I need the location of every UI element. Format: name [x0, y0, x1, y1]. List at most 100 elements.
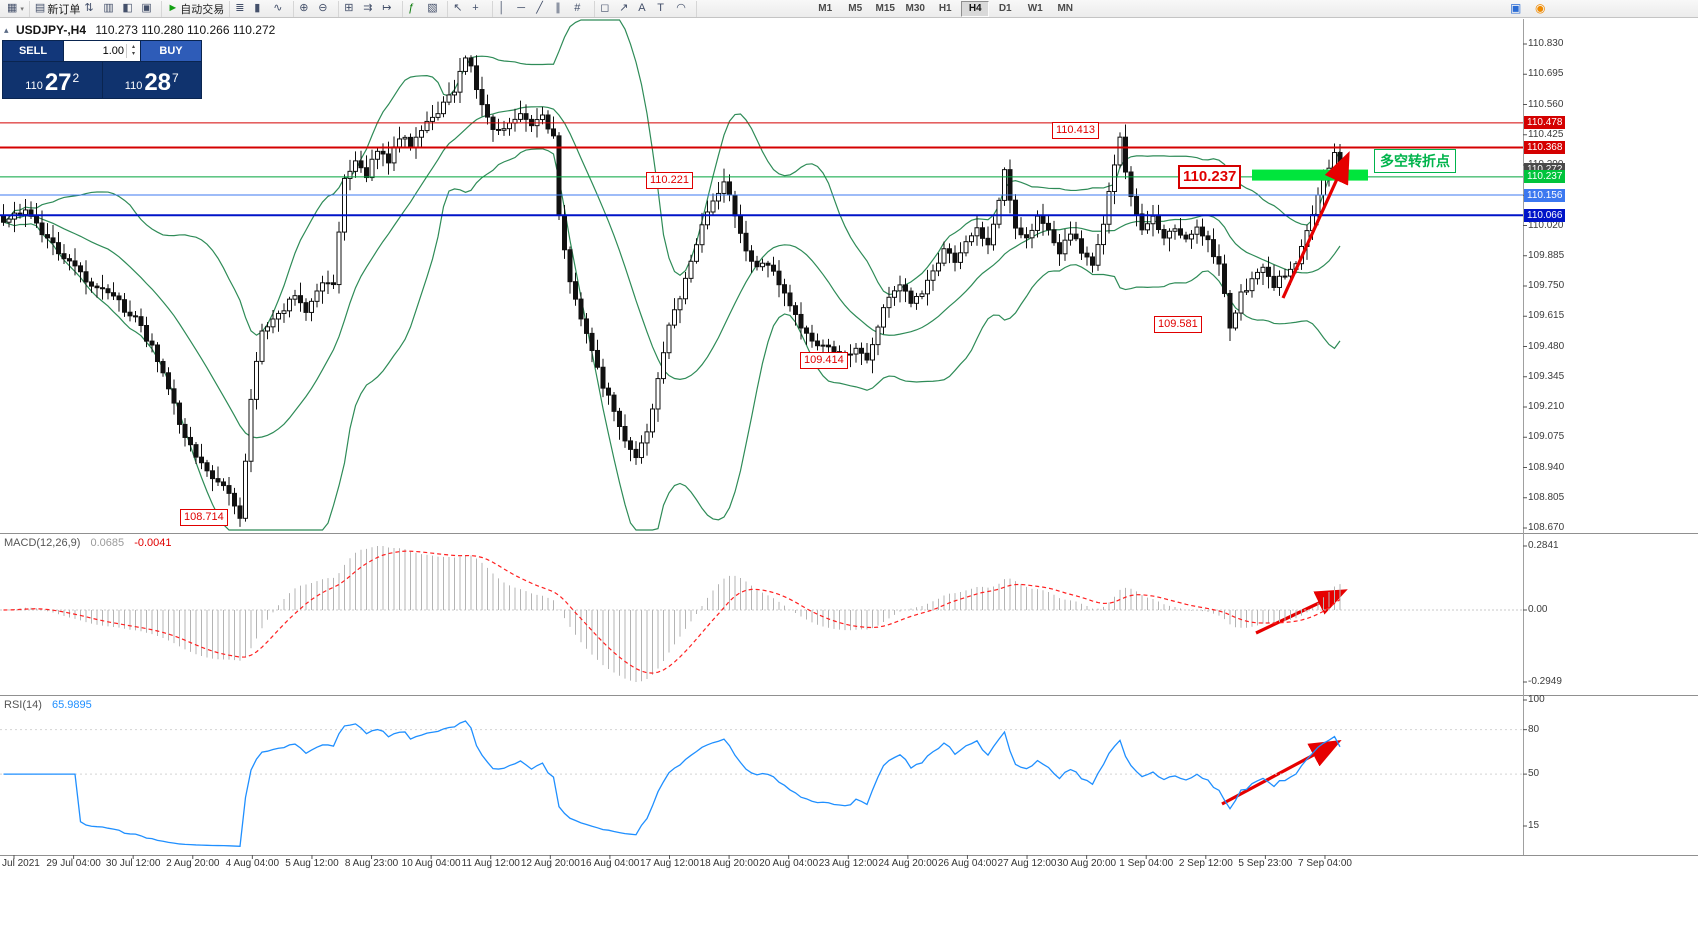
time-tick-label: 2 Aug 20:00 — [166, 858, 220, 869]
buy-price[interactable]: 110 28 7 — [103, 62, 202, 98]
templates-icon: ▧ — [427, 2, 438, 14]
panel-splitter[interactable] — [0, 693, 1698, 697]
templates-button[interactable]: ▧ — [425, 1, 444, 16]
timeframe-mn[interactable]: MN — [1057, 2, 1073, 14]
price-callout-label[interactable]: 110.413 — [1052, 122, 1099, 139]
sell-price-sup: 2 — [72, 71, 80, 85]
rsi-tick-label: 50 — [1528, 768, 1540, 780]
turning-point-annotation[interactable]: 多空转折点 — [1374, 149, 1456, 173]
timeframe-m15[interactable]: M15 — [875, 2, 895, 14]
trend-arrow[interactable] — [1281, 151, 1350, 299]
channel-button[interactable]: ∥ — [553, 1, 572, 16]
price-tick-label: 110.830 — [1528, 38, 1564, 49]
price-axis-tag: 110.156 — [1524, 188, 1566, 202]
price-callout-label[interactable]: 109.414 — [800, 352, 848, 369]
time-tick-label: 30 Jul 12:00 — [105, 858, 161, 869]
tile-windows-button[interactable]: ⊞ — [342, 1, 361, 16]
sell-price[interactable]: 110 27 2 — [3, 62, 102, 98]
macd-histogram — [8, 546, 1341, 682]
time-tick-label: 10 Aug 04:00 — [401, 858, 461, 869]
arrows-tool-button[interactable]: ↗ — [617, 1, 636, 16]
candles-chart-button[interactable]: ▮ — [252, 1, 271, 16]
new-chart-icon: ▦ — [7, 2, 18, 14]
volume-input[interactable] — [64, 44, 126, 58]
new-order-label: 新订单 — [47, 3, 81, 16]
trend-arrow[interactable] — [1255, 589, 1348, 635]
macd-indicator-label: MACD(12,26,9) 0.0685 -0.0041 — [4, 537, 172, 549]
timeframe-h4[interactable]: H4 — [961, 0, 990, 17]
price-callout-label[interactable]: 108.714 — [180, 509, 228, 526]
volume-up-icon[interactable]: ▴ — [131, 44, 135, 50]
buy-price-sup: 7 — [172, 71, 179, 85]
crosshair-button[interactable]: + — [470, 1, 489, 16]
indicators-icon: ƒ — [408, 2, 415, 14]
community-icon: ◉ — [1535, 1, 1546, 15]
candlestick-series[interactable] — [1, 55, 1343, 527]
one-click-toggle-icon[interactable]: ▴ — [4, 25, 9, 35]
terminal-icon: ▣ — [141, 2, 152, 14]
text-label-button[interactable]: T — [655, 1, 674, 16]
timeframe-m30[interactable]: M30 — [905, 2, 925, 14]
timeframe-d1[interactable]: D1 — [998, 2, 1012, 14]
text-button[interactable]: A — [636, 1, 655, 16]
vertical-line-button[interactable]: │ — [496, 1, 515, 16]
buy-button[interactable]: BUY — [141, 41, 201, 61]
shapes-button[interactable]: ◻ — [598, 1, 617, 16]
support-zone-band[interactable] — [1252, 169, 1368, 181]
price-tick-label: 109.750 — [1528, 280, 1565, 291]
crosshair-icon: + — [472, 2, 479, 14]
new-chart-button[interactable]: ▦ ▾ — [5, 1, 26, 16]
text-label-icon: T — [657, 2, 664, 14]
bars-chart-icon: ≣ — [235, 2, 245, 14]
chart-shift-button[interactable]: ↦ — [380, 1, 399, 16]
timeframe-m1[interactable]: M1 — [818, 2, 833, 14]
autotrading-button[interactable]: ► 自动交易 — [165, 1, 226, 16]
price-callout-label[interactable]: 110.221 — [646, 172, 693, 189]
timeframe-w1[interactable]: W1 — [1027, 2, 1043, 14]
time-tick-label: 27 Jul 2021 — [0, 858, 40, 869]
trend-arrow[interactable] — [1221, 739, 1342, 806]
terminal-button[interactable]: ▣ — [139, 1, 158, 16]
market-depth-button[interactable]: ▣ — [1508, 1, 1527, 16]
indicators-button[interactable]: ƒ — [406, 1, 425, 16]
fibonacci-button[interactable]: # — [572, 1, 591, 16]
price-tick-label: 110.695 — [1528, 68, 1564, 80]
timeframe-h1[interactable]: H1 — [938, 2, 952, 14]
trendline-button[interactable]: ╱ — [534, 1, 553, 16]
cursor-button[interactable]: ↖ — [451, 1, 470, 16]
line-chart-icon: ∿ — [273, 2, 283, 14]
price-callout-label[interactable]: 109.581 — [1154, 316, 1202, 333]
time-tick-label: 2 Sep 12:00 — [1178, 858, 1233, 869]
line-chart-button[interactable]: ∿ — [271, 1, 290, 16]
trade-panel-divider — [101, 62, 103, 98]
navigator-button[interactable]: ◧ — [120, 1, 139, 16]
price-callout-label[interactable]: 110.237 — [1178, 165, 1242, 189]
data-window-button[interactable]: ▥ — [101, 1, 120, 16]
horizontal-line-button[interactable]: ─ — [515, 1, 534, 16]
bars-chart-button[interactable]: ≣ — [233, 1, 252, 16]
navigator-icon: ◧ — [122, 2, 133, 14]
zoom-in-button[interactable]: ⊕ — [297, 1, 316, 16]
community-button[interactable]: ◉ — [1533, 1, 1552, 16]
dropdown-caret-icon: ▾ — [20, 5, 24, 13]
time-tick-label: 27 Aug 12:00 — [997, 858, 1057, 869]
time-tick-label: 7 Sep 04:00 — [1298, 858, 1352, 869]
time-tick-label: 4 Aug 04:00 — [225, 858, 280, 869]
arrows-tool-icon: ↗ — [619, 2, 629, 14]
macd-signal-value: -0.0041 — [134, 537, 172, 549]
toolbar-group: ↖ + — [448, 0, 494, 17]
macd-tick-label: -0.2949 — [1528, 676, 1562, 687]
market-watch-button[interactable]: ⇅ — [82, 1, 101, 16]
new-order-button[interactable]: ▤ 新订单 — [33, 1, 82, 16]
sell-price-digits: 27 — [44, 69, 72, 96]
zoom-out-button[interactable]: ⊖ — [316, 1, 335, 16]
panel-splitter[interactable] — [0, 531, 1698, 535]
cycles-button[interactable]: ◠ — [674, 1, 693, 16]
auto-scroll-button[interactable]: ⇉ — [361, 1, 380, 16]
toolbar-group: │ ─ ╱ ∥ # — [493, 0, 596, 17]
sell-button[interactable]: SELL — [3, 41, 63, 61]
timeframe-m5[interactable]: M5 — [848, 2, 863, 14]
volume-down-icon[interactable]: ▾ — [131, 51, 135, 57]
